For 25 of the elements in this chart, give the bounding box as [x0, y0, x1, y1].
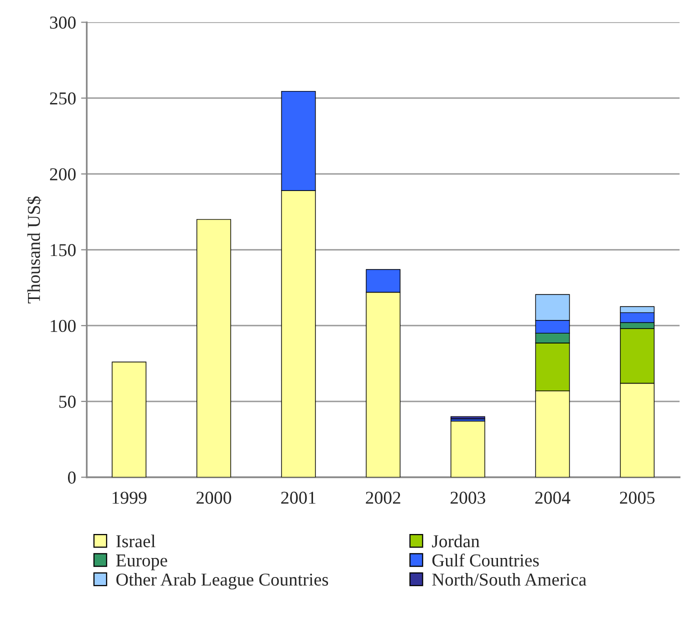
y-tick-label: 0 — [68, 472, 76, 484]
bar — [450, 420, 486, 478]
x-tick-label: 2003 — [450, 492, 486, 504]
bar — [450, 416, 486, 420]
legend-label: Other Arab League Countries — [116, 573, 328, 590]
legend-label: Israel — [116, 534, 156, 548]
y-tick-label: 100 — [50, 320, 76, 332]
x-tick-label: 2004 — [535, 492, 570, 504]
y-tick-label: 300 — [50, 16, 76, 29]
x-tick-label: 2001 — [281, 492, 316, 504]
y-tick-label: 200 — [50, 168, 76, 180]
legend-label: Gulf Countries — [432, 554, 539, 567]
y-axis-title: Thousand US$ — [26, 196, 42, 304]
legend-label: Jordan — [432, 534, 480, 548]
legend-label: Europe — [116, 554, 168, 570]
bar — [196, 219, 232, 478]
y-tick-label: 50 — [59, 396, 76, 408]
x-tick-label: 2005 — [620, 492, 655, 504]
x-tick-label: 2002 — [366, 492, 400, 504]
x-tick-label: 1999 — [112, 492, 146, 504]
bar — [112, 362, 146, 478]
y-tick-label: 150 — [50, 244, 76, 256]
legend-label: North/South America — [432, 573, 586, 586]
y-tick-label: 250 — [50, 92, 76, 105]
x-tick-label: 2000 — [196, 492, 232, 504]
